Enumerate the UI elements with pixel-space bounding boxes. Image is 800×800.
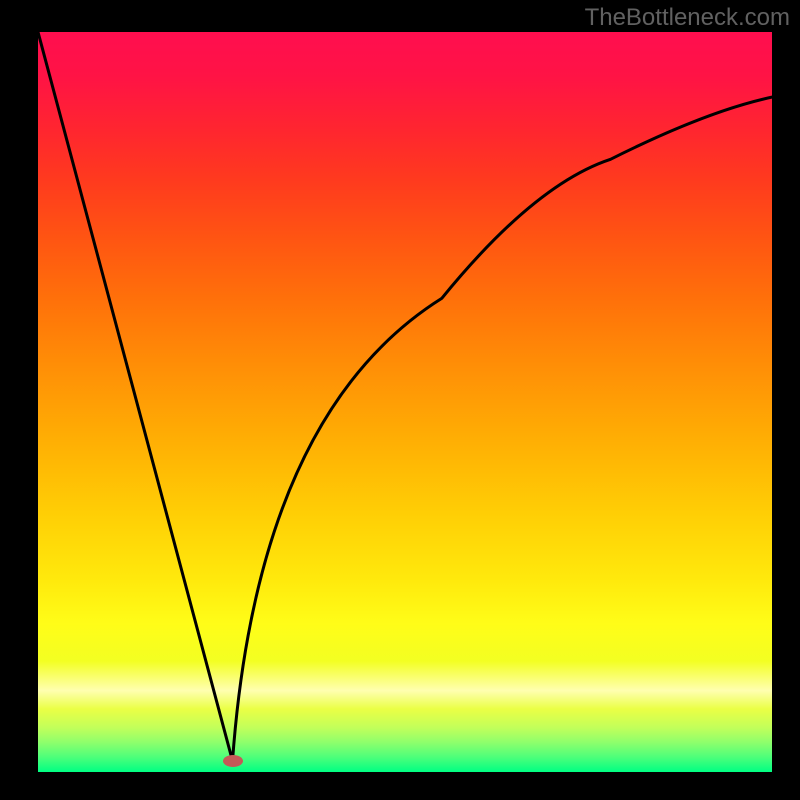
minimum-marker <box>223 755 243 767</box>
watermark-text: TheBottleneck.com <box>585 4 790 32</box>
curve-line <box>38 32 772 772</box>
plot-area <box>38 32 772 772</box>
chart-container: TheBottleneck.com <box>0 0 800 800</box>
